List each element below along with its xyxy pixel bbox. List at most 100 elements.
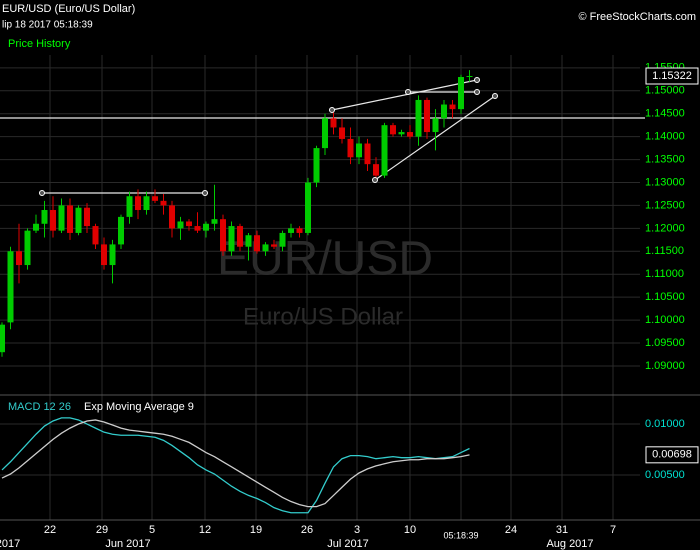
- candle-body: [458, 77, 464, 110]
- y-tick-label: 1.09500: [645, 337, 685, 349]
- y-tick-label: 1.11500: [645, 245, 684, 257]
- candle-body: [24, 230, 31, 266]
- candle-body: [92, 226, 99, 245]
- candle-body: [237, 226, 243, 247]
- candle-body: [415, 99, 422, 137]
- candle-body: [203, 223, 209, 231]
- candle-body: [0, 324, 5, 353]
- candle-body: [33, 223, 39, 231]
- axes: 22 29 5 12 19 26 3 10 24 31 7 2017 Jun 2017 Jul 2017 A…: [0, 62, 699, 550]
- candle-body: [305, 182, 311, 233]
- candle-body: [7, 251, 14, 323]
- period-label: Jul 2017: [327, 538, 369, 550]
- header-title: EUR/USD (Euro/US Dollar): [2, 3, 135, 15]
- y-tick-label: 1.13000: [645, 176, 685, 188]
- y-tick-label: 1.10500: [645, 291, 685, 303]
- candle-body: [75, 207, 82, 233]
- x-tick-label: 3: [354, 524, 360, 536]
- candle-body: [101, 244, 107, 266]
- candle-body: [407, 132, 413, 137]
- candle-body: [449, 104, 456, 110]
- y-tick-label: 1.12500: [645, 199, 685, 211]
- drawing-handles: [39, 77, 498, 196]
- candle-body: [228, 226, 235, 252]
- candle-body: [330, 118, 337, 128]
- candle-body: [109, 244, 116, 266]
- candle-body: [432, 118, 439, 133]
- candle-body: [135, 196, 141, 211]
- candle-body: [41, 210, 48, 224]
- candle-body: [220, 219, 226, 252]
- candle-body: [279, 232, 286, 247]
- period-label: Aug 2017: [546, 538, 593, 550]
- candle-body: [143, 196, 150, 211]
- candle-body: [356, 143, 362, 158]
- series-line: [1, 419, 470, 508]
- trend-line: [331, 79, 478, 111]
- last-value-box: [645, 67, 699, 85]
- candle-body: [152, 196, 158, 201]
- candle-body: [177, 221, 184, 229]
- y-tick-label: 1.13500: [645, 153, 685, 165]
- panel-label: Price History: [8, 38, 71, 50]
- candle-body: [339, 127, 345, 139]
- candle-body: [347, 138, 354, 158]
- candle-body: [211, 219, 218, 224]
- candle-body: [441, 104, 447, 119]
- candle-body: [16, 251, 22, 266]
- watermark-symbol: EUR/USD: [217, 233, 433, 286]
- candle-body: [50, 210, 56, 231]
- x-tick-label: 31: [556, 524, 568, 536]
- y-tick-label: 1.14000: [645, 131, 685, 143]
- y-tick-label: 1.11000: [645, 268, 684, 280]
- candle-body: [194, 226, 201, 231]
- candle-body: [254, 235, 260, 252]
- candle-body: [169, 205, 175, 229]
- candle-body: [381, 125, 388, 176]
- last-value-label: 1.15322: [652, 70, 692, 82]
- candle-body: [67, 205, 73, 233]
- y-tick-label: 1.09000: [645, 360, 685, 372]
- candle-body: [186, 221, 192, 227]
- header-timestamp: lip 18 2017 05:18:39: [2, 20, 93, 31]
- y-tick-label: 1.10000: [645, 314, 685, 326]
- candle-body: [398, 132, 405, 135]
- x-tick-label: 22: [44, 524, 56, 536]
- y-tick-label: 1.15000: [645, 85, 685, 97]
- x-tick-label: 10: [404, 524, 416, 536]
- x-tick-label: 19: [250, 524, 262, 536]
- y-tick-label: 1.12000: [645, 222, 685, 234]
- candle-body: [373, 164, 379, 176]
- x-tick-label: 5: [149, 524, 155, 536]
- period-label: 2017: [0, 538, 20, 550]
- y-tick-label: 0.01000: [645, 418, 685, 430]
- watermark-name: Euro/US Dollar: [243, 303, 403, 330]
- copyright: © FreeStockCharts.com: [578, 11, 696, 23]
- candle-body: [288, 228, 294, 233]
- x-tick-label: 29: [96, 524, 108, 536]
- candle-body: [126, 196, 133, 217]
- candle-body: [296, 228, 303, 233]
- candle-body: [58, 205, 65, 231]
- x-tick-label: 7: [610, 524, 616, 536]
- candle-body: [390, 125, 396, 135]
- candle-body: [364, 143, 371, 165]
- series-line: [1, 417, 470, 514]
- candle-body: [466, 76, 473, 78]
- y-tick-label: 0.00500: [645, 469, 685, 481]
- candle-body: [313, 148, 320, 183]
- marks: [0, 70, 473, 514]
- candle-body: [322, 118, 328, 149]
- candle-body: [271, 244, 277, 247]
- time-label: 05:18:39: [443, 530, 478, 540]
- period-label: Jun 2017: [105, 538, 150, 550]
- x-tick-label: 24: [505, 524, 517, 536]
- x-tick-label: 12: [199, 524, 211, 536]
- grid: [0, 55, 640, 520]
- legend-macd: MACD 12 26: [8, 401, 71, 413]
- last-value-box: [645, 446, 699, 464]
- legend-signal: Exp Moving Average 9: [84, 401, 194, 413]
- last-value-label: 0.00698: [652, 449, 692, 461]
